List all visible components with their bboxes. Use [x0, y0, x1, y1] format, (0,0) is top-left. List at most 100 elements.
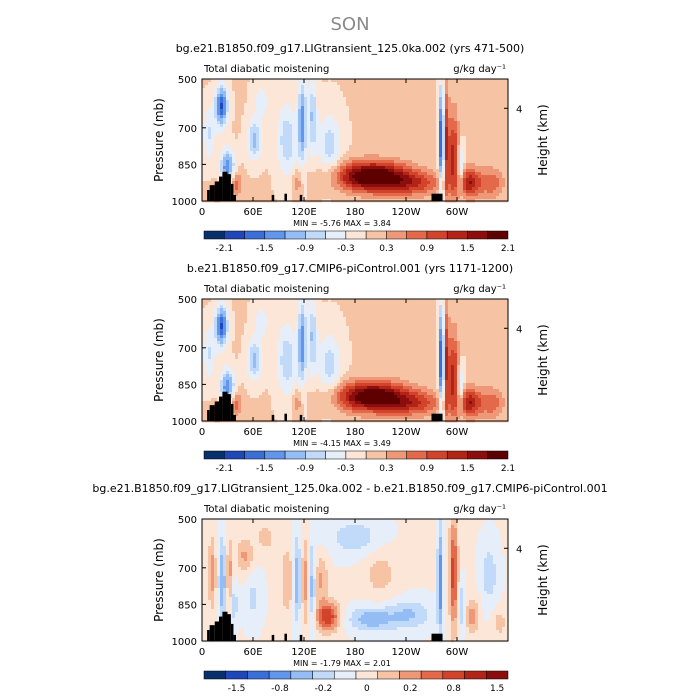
y-tick-label: 500 [178, 75, 197, 86]
heatmap-cell [304, 314, 308, 318]
heatmap-cell [403, 193, 407, 197]
heatmap-cell [454, 184, 458, 188]
heatmap-cell [361, 308, 365, 312]
heatmap-cell [268, 163, 272, 167]
heatmap-cell [496, 157, 500, 161]
heatmap-cell [319, 166, 323, 170]
heatmap-cell [280, 124, 284, 128]
heatmap-cell [487, 184, 491, 188]
heatmap-cell [385, 311, 389, 315]
heatmap-cell [346, 151, 350, 155]
heatmap-cell [502, 85, 506, 89]
heatmap-cell [433, 94, 437, 98]
heatmap-cell [418, 88, 422, 92]
heatmap-cell [250, 91, 254, 95]
heatmap-cell [469, 94, 473, 98]
heatmap-cell [433, 308, 437, 312]
heatmap-cell [484, 190, 488, 194]
heatmap-cell [403, 103, 407, 107]
heatmap-cell [277, 178, 281, 182]
heatmap-cell [286, 311, 290, 315]
heatmap-cell [331, 299, 335, 303]
heatmap-cell [331, 311, 335, 315]
heatmap-cell [223, 139, 227, 143]
heatmap-cell [403, 169, 407, 173]
heatmap-cell [418, 178, 422, 182]
heatmap-cell [220, 314, 224, 318]
heatmap-cell [235, 109, 239, 113]
heatmap-cell [292, 124, 296, 128]
heatmap-cell [256, 139, 260, 143]
heatmap-cell [208, 142, 212, 146]
heatmap-cell [259, 305, 263, 309]
heatmap-cell [238, 181, 242, 185]
heatmap-cell [451, 166, 455, 170]
heatmap-cell [469, 163, 473, 167]
heatmap-cell [271, 124, 275, 128]
heatmap-cell [292, 299, 296, 303]
heatmap-cell [394, 85, 398, 89]
heatmap-cell [460, 91, 464, 95]
heatmap-cell [289, 142, 293, 146]
heatmap-cell [241, 97, 245, 101]
heatmap-cell [310, 181, 314, 185]
heatmap-cell [382, 97, 386, 101]
terrain-mask [431, 193, 443, 201]
heatmap-cell [328, 314, 332, 318]
heatmap-cell [481, 127, 485, 131]
heatmap-cell [373, 97, 377, 101]
heatmap-cell [355, 85, 359, 89]
heatmap-cell [244, 91, 248, 95]
heatmap-cell [493, 106, 497, 110]
heatmap-cell [472, 103, 476, 107]
heatmap-cell [217, 79, 221, 83]
heatmap-cell [403, 130, 407, 134]
heatmap-cell [337, 157, 341, 161]
heatmap-cell [244, 139, 248, 143]
heatmap-cell [376, 97, 380, 101]
heatmap-cell [346, 166, 350, 170]
heatmap-cell [430, 190, 434, 194]
heatmap-cell [238, 121, 242, 125]
heatmap-cell [436, 142, 440, 146]
heatmap-cell [277, 136, 281, 140]
heatmap-cell [427, 91, 431, 95]
heatmap-cell [430, 172, 434, 176]
heatmap-cell [271, 109, 275, 113]
heatmap-cell [307, 181, 311, 185]
heatmap-cell [265, 118, 269, 122]
heatmap-cell [337, 124, 341, 128]
heatmap-cell [394, 115, 398, 119]
heatmap-cell [376, 157, 380, 161]
heatmap-cell [484, 181, 488, 185]
heatmap-cell [484, 148, 488, 152]
heatmap-cell [319, 109, 323, 113]
heatmap-cell [460, 88, 464, 92]
heatmap-cell [358, 169, 362, 173]
heatmap-cell [466, 157, 470, 161]
heatmap-cell [331, 79, 335, 83]
heatmap-cell [439, 305, 443, 309]
heatmap-cell [319, 151, 323, 155]
heatmap-cell [346, 190, 350, 194]
heatmap-cell [286, 302, 290, 306]
heatmap-cell [403, 115, 407, 119]
heatmap-cell [304, 127, 308, 131]
heatmap-cell [340, 157, 344, 161]
heatmap-cell [271, 154, 275, 158]
heatmap-cell [370, 302, 374, 306]
heatmap-cell [259, 94, 263, 98]
heatmap-cell [352, 148, 356, 152]
heatmap-cell [379, 314, 383, 318]
heatmap-cell [439, 166, 443, 170]
heatmap-cell [451, 314, 455, 318]
heatmap-cell [271, 88, 275, 92]
heatmap-cell [271, 97, 275, 101]
heatmap-cell [217, 157, 221, 161]
heatmap-cell [316, 109, 320, 113]
heatmap-cell [265, 85, 269, 89]
heatmap-cell [505, 139, 509, 143]
heatmap-cell [388, 169, 392, 173]
heatmap-cell [451, 175, 455, 179]
heatmap-cell [325, 311, 329, 315]
